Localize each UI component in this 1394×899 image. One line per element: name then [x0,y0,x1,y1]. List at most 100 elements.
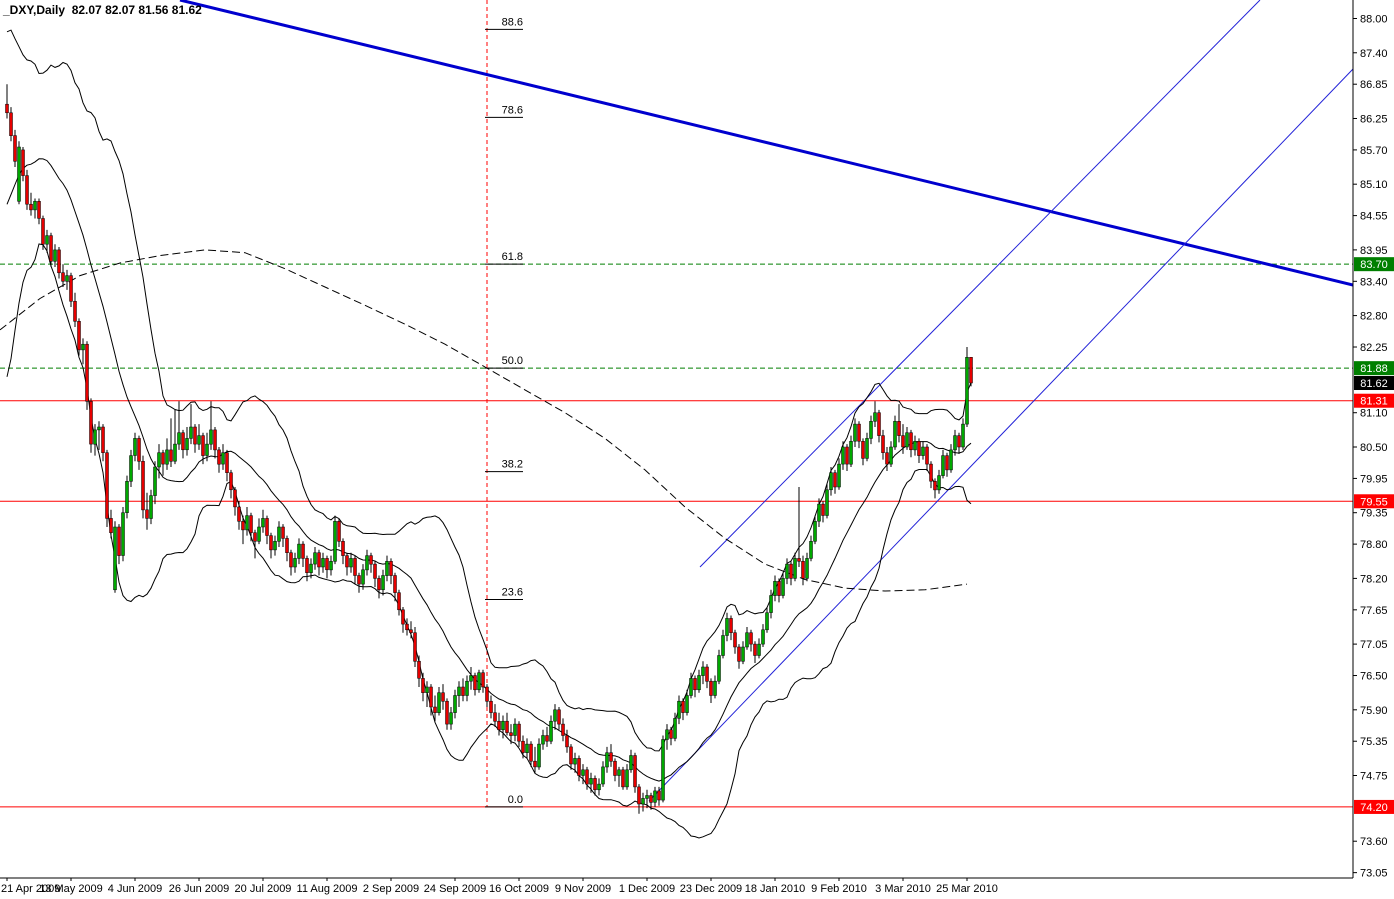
candle-body [785,563,789,579]
candle-body [489,700,493,713]
y-tick-label: 73.60 [1360,836,1388,848]
candle-body [661,739,665,801]
candle-body [713,680,717,696]
candle-body [569,746,573,765]
candle-body [693,678,697,691]
candle-body [769,595,773,613]
candle-body [637,786,641,805]
candle-body [189,426,193,439]
price-badge-value: 74.20 [1360,802,1388,814]
candle-body [329,561,333,571]
candle-body [153,466,157,496]
candle-body [477,672,481,691]
candle-body [337,521,341,542]
candle-body [929,463,933,482]
price-badges: 83.70 81.88 81.62 81.31 79.55 74.20 [1354,257,1394,814]
candle-body [289,552,293,568]
candle-body [965,357,969,425]
candle-body [653,790,657,803]
candle-body [501,720,505,731]
x-tick-label: 11 Aug 2009 [297,883,358,895]
candle-body [53,249,57,262]
y-tick-label: 81.10 [1360,408,1388,420]
x-tick-label: 25 Mar 2010 [936,883,998,895]
candle-body [545,735,549,742]
candle-body [745,632,749,648]
candle-body [841,446,845,465]
x-tick-label: 2 Sep 2009 [363,883,419,895]
price-badge-value: 81.88 [1360,363,1388,375]
candle-body [837,463,841,488]
candle-body [373,563,377,579]
candle-body [321,558,325,568]
y-tick-label: 86.25 [1360,113,1388,125]
candle-body [237,506,241,522]
price-badge [1354,257,1394,272]
candle-body [221,452,225,465]
candle-body [225,452,229,473]
candle-body [21,149,25,176]
candle-body [517,723,521,742]
y-tick-label: 75.90 [1360,705,1388,717]
candle-body [821,503,825,516]
candle-body [629,755,633,771]
candle-body [801,561,805,579]
candle-body [789,563,793,579]
candle-body [37,201,41,219]
y-tick-label: 79.95 [1360,473,1388,485]
candle-body [677,700,681,719]
candle-body [29,203,33,211]
candle-body [297,543,301,559]
price-badge [1354,361,1394,376]
price-badge [1354,376,1394,391]
candle-body [641,798,645,805]
candle-body [89,401,93,445]
candle-body [581,769,585,776]
y-tick-label: 76.50 [1360,671,1388,683]
price-badge [1354,494,1394,509]
trendline-ascending-channel-lower[interactable] [648,68,1353,802]
candle-body [921,446,925,456]
y-tick-label: 77.05 [1360,639,1388,651]
candle-body [177,432,181,445]
x-tick-label: 9 Nov 2009 [555,883,611,895]
candle-body [849,441,853,465]
candle-body [773,581,777,596]
candle-body [69,275,73,302]
candle-body [809,541,813,559]
fib-level-label: 50.0 [502,355,523,367]
candle-body [905,432,909,448]
candle-body [17,146,21,202]
y-tick-label: 82.25 [1360,342,1388,354]
candle-body [573,758,577,765]
candle-body [245,515,249,531]
fib-level-label: 23.6 [502,587,523,599]
candle-body [453,695,457,713]
trendline-descending-resistance[interactable] [179,0,1353,287]
candle-body [561,723,565,736]
candle-body [689,678,693,696]
candle-body [613,760,617,776]
candle-body [165,449,169,465]
candle-body [133,438,137,456]
candle-body [397,592,401,611]
candle-body [601,766,605,785]
candle-body [865,438,869,459]
y-tick-label: 83.95 [1360,245,1388,257]
candle-body [945,455,949,471]
candle-body [381,575,385,591]
candle-body [181,432,185,451]
candle-body [493,712,497,722]
trendline-ascending-channel-upper[interactable] [699,0,1261,568]
candle-body [273,541,277,551]
candle-body [797,558,801,562]
candle-body [413,632,417,662]
candle-body [913,441,917,451]
candle-body [437,692,441,713]
candle-body [281,526,285,539]
candle-body [649,795,653,803]
candle-body [25,175,29,205]
